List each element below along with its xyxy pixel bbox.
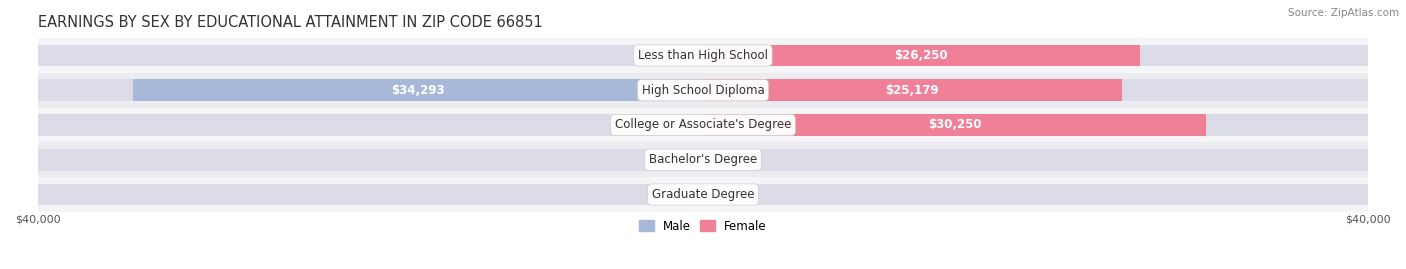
Bar	[38, 149, 703, 171]
Bar	[38, 79, 703, 101]
Bar	[703, 79, 1122, 101]
Bar	[703, 149, 1368, 171]
Bar	[132, 79, 703, 101]
Bar	[38, 108, 1368, 142]
Text: High School Diploma: High School Diploma	[641, 84, 765, 97]
Text: College or Associate's Degree: College or Associate's Degree	[614, 118, 792, 132]
Text: $0: $0	[664, 49, 678, 62]
Text: $0: $0	[664, 153, 678, 166]
Bar	[703, 184, 1368, 205]
Bar	[38, 38, 1368, 73]
Text: Source: ZipAtlas.com: Source: ZipAtlas.com	[1288, 8, 1399, 18]
Legend: Male, Female: Male, Female	[634, 215, 772, 237]
Text: $30,250: $30,250	[928, 118, 981, 132]
Text: $26,250: $26,250	[894, 49, 948, 62]
Text: $34,293: $34,293	[391, 84, 444, 97]
Bar	[703, 114, 1206, 136]
Bar	[38, 73, 1368, 108]
Text: $0: $0	[728, 188, 742, 201]
Bar	[38, 114, 703, 136]
Bar	[703, 45, 1368, 66]
Bar	[38, 142, 1368, 177]
Text: $25,179: $25,179	[886, 84, 939, 97]
Bar	[703, 79, 1368, 101]
Text: $0: $0	[664, 118, 678, 132]
Text: $0: $0	[728, 153, 742, 166]
Text: EARNINGS BY SEX BY EDUCATIONAL ATTAINMENT IN ZIP CODE 66851: EARNINGS BY SEX BY EDUCATIONAL ATTAINMEN…	[38, 15, 543, 30]
Bar	[703, 45, 1139, 66]
Text: $0: $0	[664, 188, 678, 201]
Bar	[38, 177, 1368, 212]
Text: Less than High School: Less than High School	[638, 49, 768, 62]
Bar	[38, 184, 703, 205]
Bar	[703, 114, 1368, 136]
Bar	[38, 45, 703, 66]
Text: Bachelor's Degree: Bachelor's Degree	[650, 153, 756, 166]
Text: Graduate Degree: Graduate Degree	[652, 188, 754, 201]
